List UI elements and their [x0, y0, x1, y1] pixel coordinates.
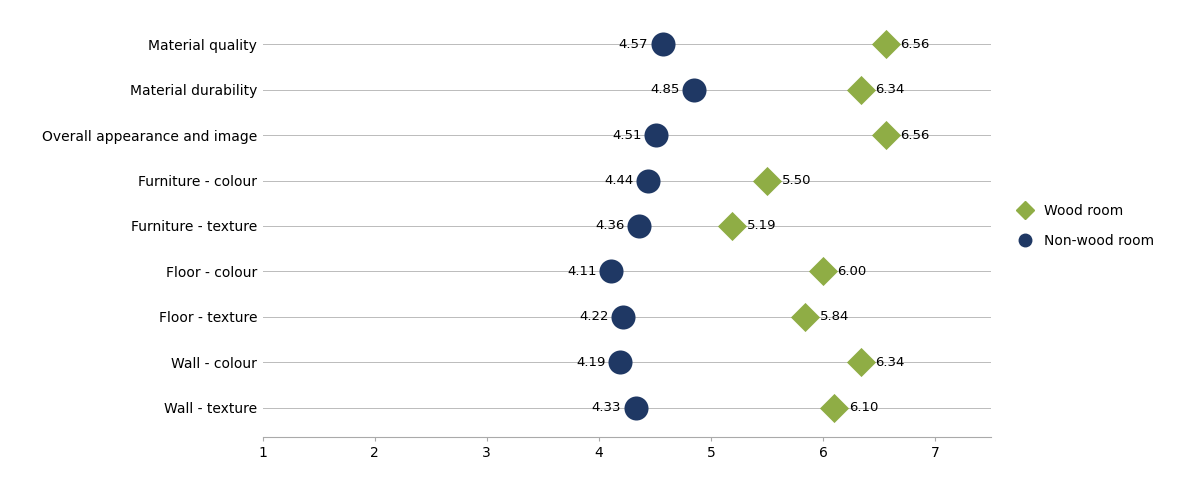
Text: 6.00: 6.00	[837, 265, 867, 278]
Text: 5.19: 5.19	[746, 220, 776, 232]
Text: 6.56: 6.56	[900, 129, 930, 141]
Text: 4.85: 4.85	[651, 83, 679, 96]
Point	[851, 359, 870, 366]
Text: 4.11: 4.11	[567, 265, 597, 278]
Legend: Wood room, Non-wood room: Wood room, Non-wood room	[1005, 198, 1159, 254]
Text: 4.19: 4.19	[577, 356, 605, 369]
Text: 4.51: 4.51	[611, 129, 641, 141]
Point	[653, 40, 672, 48]
Text: 4.57: 4.57	[618, 37, 648, 51]
Point	[646, 131, 665, 139]
Text: 6.34: 6.34	[875, 83, 905, 96]
Text: 6.10: 6.10	[849, 401, 878, 415]
Text: 5.84: 5.84	[819, 311, 849, 323]
Text: 4.33: 4.33	[592, 401, 621, 415]
Text: 4.36: 4.36	[596, 220, 624, 232]
Point	[813, 268, 832, 276]
Point	[757, 176, 776, 184]
Point	[851, 86, 870, 93]
Point	[876, 131, 896, 139]
Point	[795, 313, 814, 321]
Text: 6.34: 6.34	[875, 356, 905, 369]
Text: 4.22: 4.22	[579, 311, 609, 323]
Point	[639, 176, 658, 184]
Point	[602, 268, 621, 276]
Point	[684, 86, 703, 93]
Point	[876, 40, 896, 48]
Point	[614, 313, 633, 321]
Point	[627, 404, 646, 412]
Text: 5.50: 5.50	[782, 174, 811, 187]
Text: 6.56: 6.56	[900, 37, 930, 51]
Point	[629, 222, 648, 230]
Point	[825, 404, 844, 412]
Text: 4.44: 4.44	[604, 174, 634, 187]
Point	[722, 222, 741, 230]
Point	[610, 359, 629, 366]
